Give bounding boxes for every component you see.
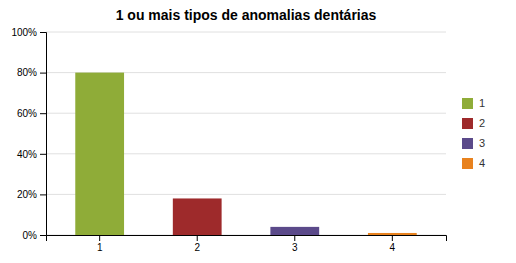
- x-tick-mark: [197, 235, 198, 241]
- y-tick-mark: [40, 73, 46, 74]
- grid-line: [46, 32, 446, 33]
- legend-label: 3: [479, 137, 485, 149]
- x-tick-label: 2: [194, 242, 200, 253]
- x-tick-label: 3: [292, 242, 298, 253]
- y-tick-label: 80%: [17, 67, 37, 78]
- y-tick: 20%: [17, 189, 46, 200]
- legend-label: 2: [479, 117, 485, 129]
- legend-item: 3: [462, 137, 485, 149]
- legend-item: 4: [462, 157, 485, 169]
- x-tick-mark: [392, 235, 393, 241]
- y-tick-mark: [40, 113, 46, 114]
- legend-label: 4: [479, 157, 485, 169]
- plot: 0% 20% 40% 60% 80% 100% 1 2 3 4: [11, 27, 446, 253]
- y-tick-mark: [40, 194, 46, 195]
- legend-label: 1: [479, 97, 485, 109]
- bars: [75, 73, 416, 235]
- legend-item: 1: [462, 97, 485, 109]
- bar: [75, 73, 124, 235]
- bar: [270, 227, 319, 235]
- y-tick-label: 100%: [11, 27, 37, 38]
- x-tick: 2: [194, 235, 200, 253]
- x-tick: 3: [292, 235, 298, 253]
- chart: 0% 20% 40% 60% 80% 100% 1 2 3 4 1 ou mais tipos de…: [0, 0, 516, 263]
- x-axis: 1 2 3 4: [47, 235, 447, 253]
- y-tick-label: 40%: [17, 149, 37, 160]
- y-tick-mark: [40, 235, 46, 236]
- grid: [46, 32, 446, 235]
- y-tick: 100%: [11, 27, 46, 38]
- y-tick: 40%: [17, 149, 46, 160]
- bar: [368, 233, 417, 235]
- y-axis: 0% 20% 40% 60% 80% 100%: [11, 27, 46, 241]
- x-tick-label: 1: [97, 242, 103, 253]
- legend-swatch: [462, 158, 473, 169]
- legend-swatch: [462, 138, 473, 149]
- y-tick: 80%: [17, 67, 46, 78]
- x-tick-mark: [294, 235, 295, 241]
- y-tick-mark: [40, 154, 46, 155]
- y-tick: 60%: [17, 108, 46, 119]
- y-tick-label: 0%: [23, 230, 38, 241]
- y-tick-label: 20%: [17, 189, 37, 200]
- x-tick: 1: [97, 235, 103, 253]
- legend-swatch: [462, 98, 473, 109]
- title: 1 ou mais tipos de anomalias dentárias: [116, 7, 377, 23]
- y-tick-mark: [40, 32, 46, 33]
- legend: 1 2 3 4: [462, 97, 485, 169]
- y-tick-label: 60%: [17, 108, 37, 119]
- y-tick: 0%: [23, 230, 46, 241]
- x-axis-line: [47, 236, 447, 242]
- legend-item: 2: [462, 117, 485, 129]
- bar: [173, 198, 222, 235]
- legend-swatch: [462, 118, 473, 129]
- y-axis-line: [40, 33, 47, 236]
- x-tick: 4: [390, 235, 396, 253]
- x-tick-label: 4: [390, 242, 396, 253]
- x-tick-mark: [99, 235, 100, 241]
